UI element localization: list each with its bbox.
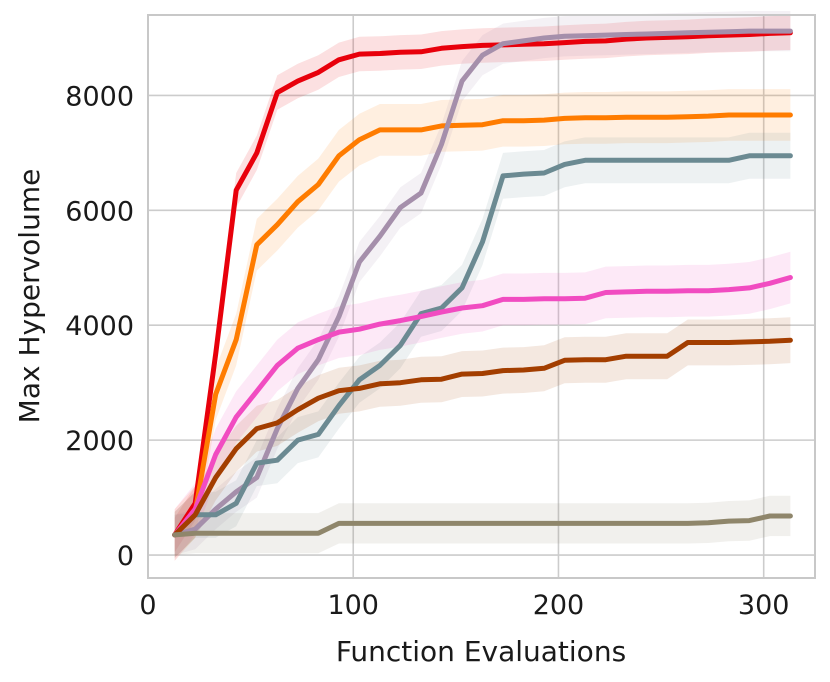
band-brown <box>174 317 791 558</box>
series-line-khaki <box>172 513 793 538</box>
confidence-bands <box>174 11 791 561</box>
y-tick-label: 0 <box>117 541 134 572</box>
series-line-brown <box>172 337 793 538</box>
y-axis-label: Max Hypervolume <box>13 169 46 424</box>
series-line-mauve <box>172 28 793 538</box>
x-axis-label: Function Evaluations <box>336 635 626 668</box>
y-tick-label: 4000 <box>65 311 134 342</box>
x-tick-labels: 0 100 200 300 <box>139 590 789 621</box>
series-line-orange <box>172 112 793 538</box>
series-line-slate <box>172 153 793 538</box>
band-orange <box>174 89 791 561</box>
series-line-red <box>172 30 793 538</box>
band-pink <box>174 251 791 561</box>
plot-frame <box>147 14 816 579</box>
series-line-pink <box>172 275 793 538</box>
band-slate <box>174 132 791 558</box>
y-tick-label: 2000 <box>65 426 134 457</box>
y-tick-label: 6000 <box>65 196 134 227</box>
x-tick-label: 300 <box>738 590 790 621</box>
x-tick-label: 0 <box>139 590 156 621</box>
y-tick-label: 8000 <box>65 81 134 112</box>
grid <box>147 15 815 578</box>
y-tick-labels: 0 2000 4000 6000 8000 <box>65 81 134 572</box>
x-tick-label: 100 <box>327 590 379 621</box>
x-tick-label: 200 <box>533 590 585 621</box>
series-lines <box>172 28 793 538</box>
